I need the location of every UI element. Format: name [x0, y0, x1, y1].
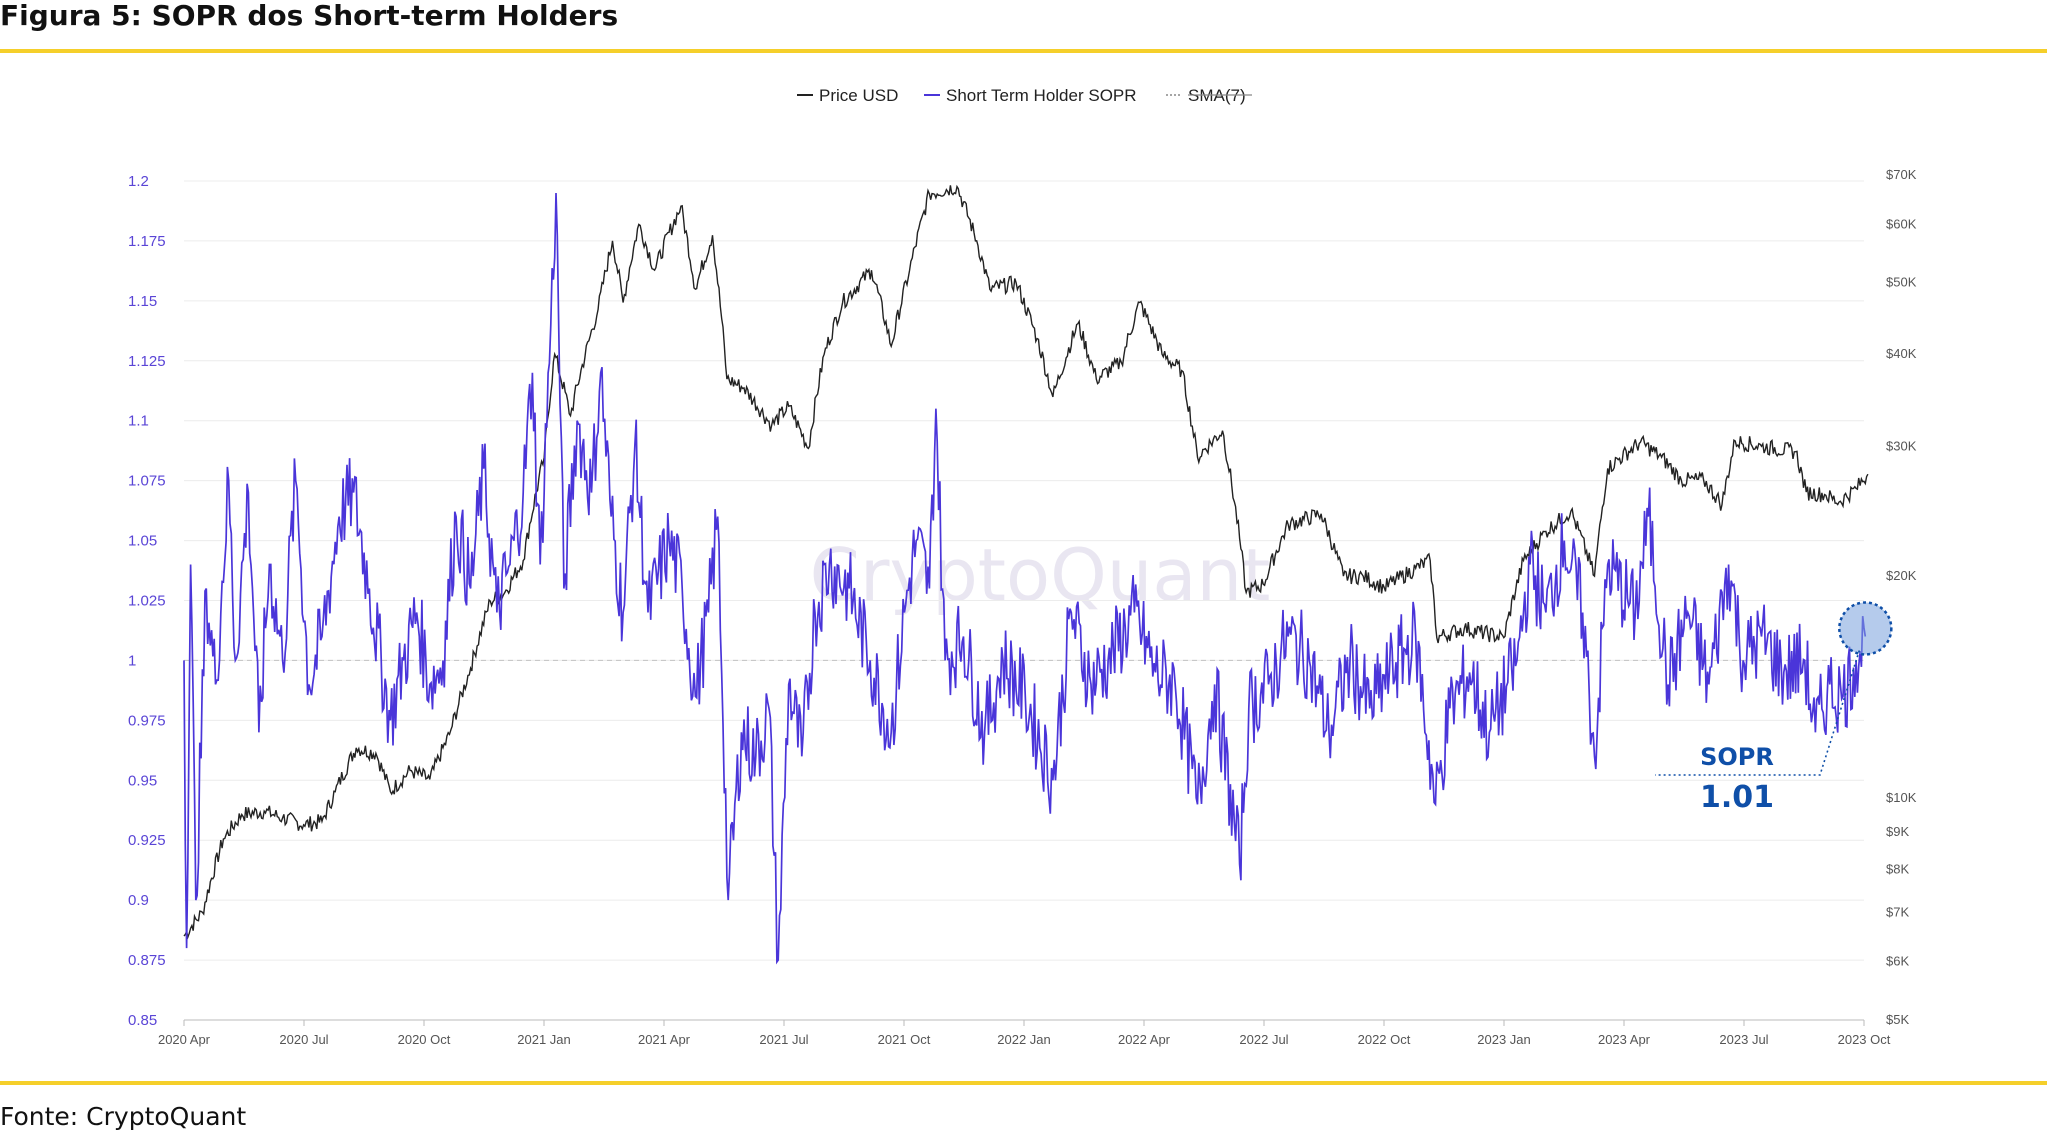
top-rule: [0, 49, 2047, 53]
left-tick-label: 1.175: [128, 233, 166, 250]
source-caption: Fonte: CryptoQuant: [0, 1102, 247, 1131]
x-tick-label: 2021 Oct: [878, 1032, 931, 1047]
x-tick-label: 2020 Oct: [398, 1032, 451, 1047]
right-tick-label: $20K: [1886, 568, 1917, 583]
left-tick-label: 1.15: [128, 293, 157, 310]
left-tick-label: 0.95: [128, 772, 157, 789]
left-tick-label: 0.925: [128, 832, 166, 849]
left-tick-label: 1: [128, 652, 136, 669]
left-tick-label: 1.125: [128, 353, 166, 370]
annotation-label: SOPR: [1700, 743, 1774, 771]
right-tick-label: $60K: [1886, 216, 1917, 231]
right-tick-label: $40K: [1886, 346, 1917, 361]
right-tick-label: $10K: [1886, 790, 1917, 805]
left-tick-label: 0.85: [128, 1012, 157, 1029]
x-tick-label: 2021 Apr: [638, 1032, 691, 1047]
right-tick-label: $30K: [1886, 438, 1917, 453]
sopr-chart: Price USD Short Term Holder SOPR SMA(7) Cr…: [128, 86, 1917, 1047]
grid-lines: [184, 180, 1864, 1021]
legend-item-label[interactable]: Short Term Holder SOPR: [946, 86, 1137, 105]
annotation-circle: [1838, 601, 1893, 656]
x-tick-label: 2021 Jan: [517, 1032, 571, 1047]
bottom-rule: [0, 1081, 2047, 1085]
x-tick-label: 2020 Jul: [279, 1032, 328, 1047]
right-tick-label: $5K: [1886, 1012, 1909, 1027]
x-tick-label: 2023 Apr: [1598, 1032, 1651, 1047]
series-group: [183, 184, 1869, 965]
right-tick-label: $50K: [1886, 275, 1917, 290]
chart-legend: Price USD Short Term Holder SOPR SMA(7): [797, 86, 1252, 105]
left-tick-label: 0.875: [128, 952, 166, 969]
legend-item-label[interactable]: Price USD: [819, 86, 898, 105]
figure-title: Figura 5: SOPR dos Short-term Holders: [0, 0, 619, 32]
right-tick-label: $70K: [1886, 167, 1917, 182]
right-tick-label: $7K: [1886, 904, 1909, 919]
x-tick-label: 2023 Oct: [1838, 1032, 1891, 1047]
annotation-value: 1.01: [1700, 780, 1774, 815]
annotation-group: SOPR 1.01: [1655, 601, 1893, 815]
right-tick-label: $9K: [1886, 824, 1909, 839]
x-tick-label: 2022 Jan: [997, 1032, 1051, 1047]
axes: 1.2 1.175 1.15 1.125 1.1 1.075 1.05 1.025 1 0.975…: [128, 167, 1917, 1047]
x-tick-label: 2022 Oct: [1358, 1032, 1411, 1047]
watermark-text: CryptoQuant: [810, 533, 1271, 617]
x-tick-label: 2023 Jul: [1719, 1032, 1768, 1047]
price-usd-line: [183, 184, 1869, 940]
left-tick-label: 1.075: [128, 473, 166, 490]
left-tick-label: 0.975: [128, 712, 166, 729]
x-tick-label: 2021 Jul: [759, 1032, 808, 1047]
left-tick-label: 1.025: [128, 593, 166, 610]
x-tick-label: 2022 Jul: [1239, 1032, 1288, 1047]
right-tick-label: $6K: [1886, 954, 1909, 969]
x-tick-label: 2020 Apr: [158, 1032, 211, 1047]
x-tick-label: 2023 Jan: [1477, 1032, 1531, 1047]
left-tick-label: 1.05: [128, 533, 157, 550]
left-tick-label: 1.2: [128, 173, 149, 190]
right-tick-label: $8K: [1886, 862, 1909, 877]
left-tick-label: 0.9: [128, 892, 149, 909]
annotation-leader: [1655, 650, 1861, 776]
x-tick-label: 2022 Apr: [1118, 1032, 1171, 1047]
left-tick-label: 1.1: [128, 413, 149, 430]
sopr-line: [183, 192, 1867, 965]
